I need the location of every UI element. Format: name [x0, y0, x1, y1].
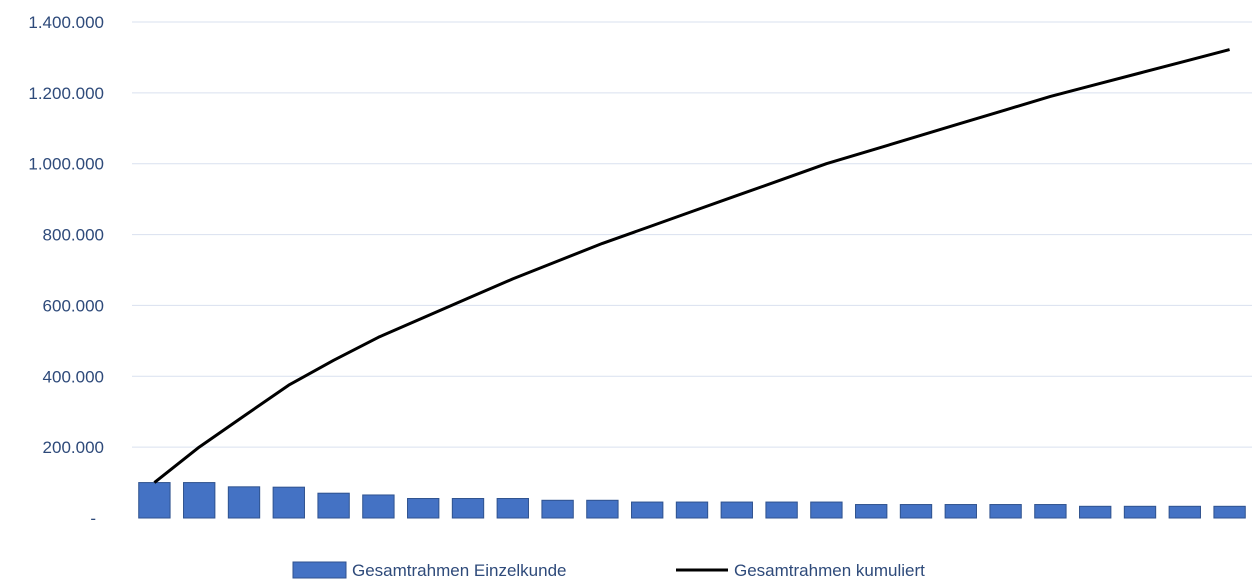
y-tick-label: 200.000: [43, 438, 104, 457]
bar: [989, 504, 1022, 519]
legend: Gesamtrahmen Einzelkunde Gesamtrahmen ku…: [292, 561, 925, 580]
legend-swatch-bars: [292, 561, 347, 579]
bar: [810, 501, 843, 519]
bar: [183, 482, 216, 519]
bar: [765, 501, 798, 519]
y-axis-tick-labels: - 200.000 400.000 600.000 800.000 1.000.000 1.…: [28, 13, 104, 528]
bar: [855, 504, 888, 519]
gridlines: [132, 21, 1252, 448]
bar: [138, 482, 171, 519]
y-tick-label: 1.400.000: [28, 13, 104, 32]
bar: [227, 486, 261, 519]
bar: [317, 492, 350, 519]
bar: [451, 498, 485, 519]
bar: [1034, 504, 1067, 519]
y-tick-label: 800.000: [43, 226, 104, 245]
bar: [541, 499, 574, 519]
y-tick-label: 1.000.000: [28, 155, 104, 174]
cumulative-line: [153, 48, 1230, 484]
legend-label-bars: Gesamtrahmen Einzelkunde: [352, 561, 567, 580]
bar: [720, 501, 753, 519]
y-tick-label: 400.000: [43, 367, 104, 386]
bar: [899, 504, 933, 519]
bar: [944, 504, 977, 519]
bar: [675, 501, 709, 519]
bar: [362, 494, 395, 519]
y-tick-label: 1.200.000: [28, 84, 104, 103]
line-series: [153, 48, 1230, 484]
y-tick-label: 600.000: [43, 296, 104, 315]
bar: [1168, 505, 1201, 519]
bar: [631, 501, 664, 519]
bar-series: [138, 482, 1246, 519]
legend-item-bars: Gesamtrahmen Einzelkunde: [292, 561, 567, 580]
bar: [586, 499, 619, 519]
bar: [272, 486, 305, 519]
bar: [407, 498, 440, 519]
bar: [496, 498, 529, 519]
y-tick-label: -: [90, 509, 96, 528]
bar: [1079, 505, 1112, 519]
legend-label-line: Gesamtrahmen kumuliert: [734, 561, 925, 580]
legend-item-line: Gesamtrahmen kumuliert: [676, 561, 925, 580]
bar: [1123, 505, 1157, 519]
bar: [1213, 505, 1246, 519]
